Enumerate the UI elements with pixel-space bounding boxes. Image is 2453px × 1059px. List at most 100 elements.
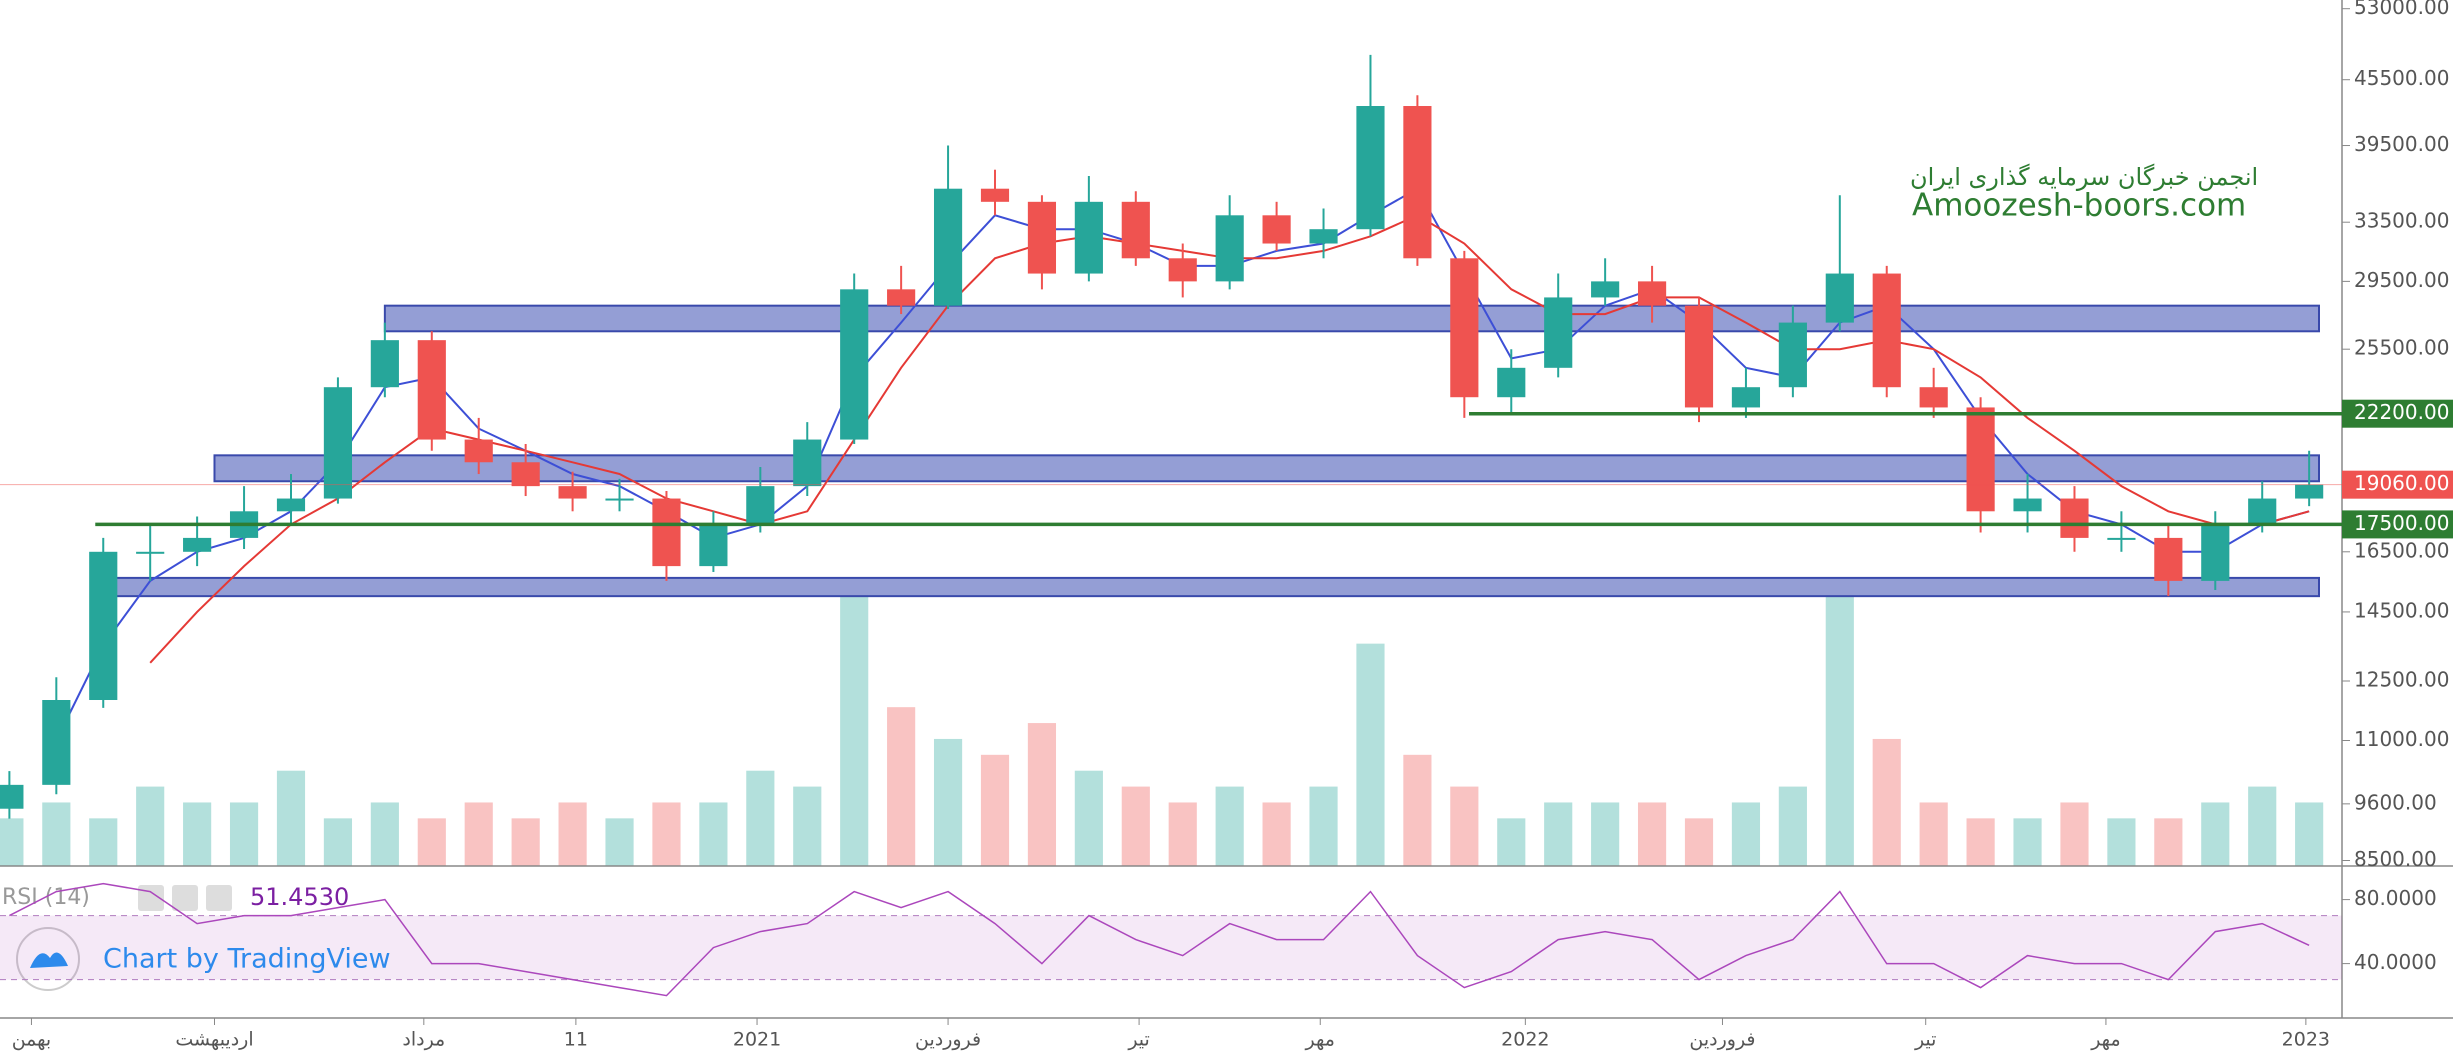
volume-bar bbox=[276, 770, 306, 866]
rsi-line bbox=[9, 882, 2310, 997]
volume-bar bbox=[2013, 818, 2042, 866]
candle-body bbox=[1309, 229, 1338, 244]
y-tick-label: 12500.00 bbox=[2354, 668, 2449, 692]
candle-body bbox=[1497, 367, 1526, 398]
candle-body bbox=[136, 551, 165, 554]
candle-body bbox=[1168, 258, 1197, 282]
candle-body bbox=[276, 498, 306, 512]
x-tick-label: بهمن bbox=[12, 1029, 52, 1051]
x-tick-label: فروردین bbox=[915, 1029, 981, 1051]
volume-bar bbox=[1168, 802, 1197, 866]
rsi-y-tick-label: 80.0000 bbox=[2354, 886, 2437, 910]
candle-body bbox=[2295, 484, 2324, 499]
candle-body bbox=[699, 524, 728, 567]
close-icon[interactable] bbox=[206, 885, 232, 911]
branding: Chart by TradingView bbox=[103, 944, 391, 975]
y-tick-label: 29500.00 bbox=[2354, 268, 2449, 292]
candle-body bbox=[1825, 273, 1854, 323]
volume-bar bbox=[605, 818, 634, 866]
candle-body bbox=[1872, 273, 1901, 388]
volume-bar bbox=[417, 818, 446, 866]
volume-bar bbox=[746, 770, 775, 866]
volume-bar bbox=[1027, 723, 1057, 866]
candle-body bbox=[605, 498, 634, 501]
candle-body bbox=[1121, 201, 1150, 259]
volume-bar bbox=[1215, 786, 1244, 866]
volume-bar bbox=[1778, 786, 1807, 866]
volume-bar bbox=[652, 802, 681, 866]
candle-body bbox=[933, 188, 963, 306]
candle-body bbox=[42, 700, 71, 785]
volume-bar bbox=[1074, 770, 1103, 866]
volume-bar bbox=[1966, 818, 1995, 866]
candle-body bbox=[464, 439, 493, 463]
candle-body bbox=[1919, 387, 1948, 408]
candle-body bbox=[1450, 258, 1479, 398]
level-label-box bbox=[2342, 470, 2453, 499]
level-label-box bbox=[2342, 399, 2453, 428]
tradingview-logo-mark bbox=[30, 952, 68, 968]
rsi-y-tick-label: 40.0000 bbox=[2354, 950, 2437, 974]
candle-body bbox=[2107, 537, 2136, 540]
volume-bar bbox=[840, 596, 869, 866]
candle-body bbox=[1215, 215, 1244, 282]
candle-body bbox=[2013, 498, 2042, 512]
candle-body bbox=[1591, 281, 1620, 298]
settings-icon[interactable] bbox=[172, 885, 198, 911]
volume-bar bbox=[558, 802, 587, 866]
watermark-url: Amoozesh-boors.com bbox=[1912, 188, 2246, 224]
y-tick-label: 14500.00 bbox=[2354, 598, 2449, 622]
x-tick-label: تیر bbox=[1127, 1029, 1150, 1051]
y-tick-label: 33500.00 bbox=[2354, 209, 2449, 233]
level-label: 19060.00 bbox=[2354, 471, 2449, 495]
candle-body bbox=[1684, 305, 1714, 408]
volume-bar bbox=[1356, 643, 1385, 866]
rsi-band bbox=[0, 915, 2342, 980]
x-tick-label: 11 bbox=[564, 1029, 588, 1051]
y-tick-label: 9600.00 bbox=[2354, 790, 2437, 814]
candle-body bbox=[370, 340, 399, 388]
candle-body bbox=[1731, 387, 1761, 408]
volume-bar bbox=[89, 818, 118, 866]
zone bbox=[383, 304, 2321, 333]
volume-bar bbox=[183, 802, 212, 866]
volume-bar bbox=[1919, 802, 1948, 866]
candle-body bbox=[1262, 215, 1291, 244]
candle-body bbox=[2060, 498, 2089, 538]
candle-body bbox=[1356, 106, 1385, 230]
y-tick-label: 11000.00 bbox=[2354, 727, 2449, 751]
volume-bar bbox=[2154, 818, 2183, 866]
y-tick-label: 39500.00 bbox=[2354, 132, 2449, 156]
candle-body bbox=[1403, 106, 1432, 259]
x-tick-label: 2023 bbox=[2282, 1029, 2330, 1051]
level-label-box bbox=[2342, 510, 2453, 539]
volume-bar bbox=[980, 754, 1010, 866]
volume-bar bbox=[2201, 802, 2230, 866]
y-tick-label: 16500.00 bbox=[2354, 538, 2449, 562]
x-tick-label: تیر bbox=[1914, 1029, 1937, 1051]
volume-bar bbox=[229, 802, 259, 866]
candle-body bbox=[2154, 537, 2183, 581]
candle-body bbox=[558, 486, 587, 499]
candle-body bbox=[793, 439, 822, 487]
volume-bar bbox=[0, 818, 24, 866]
volume-bar bbox=[1309, 786, 1338, 866]
volume-bar bbox=[1825, 596, 1854, 866]
volume-bar bbox=[793, 786, 822, 866]
volume-bar bbox=[464, 802, 493, 866]
volume-bar bbox=[1403, 754, 1432, 866]
volume-bar bbox=[1872, 738, 1901, 866]
candle-body bbox=[0, 784, 24, 809]
y-tick-label: 25500.00 bbox=[2354, 336, 2449, 360]
watermark-title: انجمن خبرگان سرمایه گذاری ایران bbox=[1910, 163, 2258, 191]
volume-bar bbox=[511, 818, 540, 866]
candle-body bbox=[2248, 498, 2277, 525]
visibility-icon[interactable] bbox=[138, 885, 164, 911]
volume-bar bbox=[1731, 802, 1761, 866]
candle-body bbox=[1966, 407, 1995, 512]
candle-body bbox=[887, 289, 916, 306]
candle-body bbox=[746, 486, 775, 525]
y-tick-label: 53000.00 bbox=[2354, 0, 2449, 19]
